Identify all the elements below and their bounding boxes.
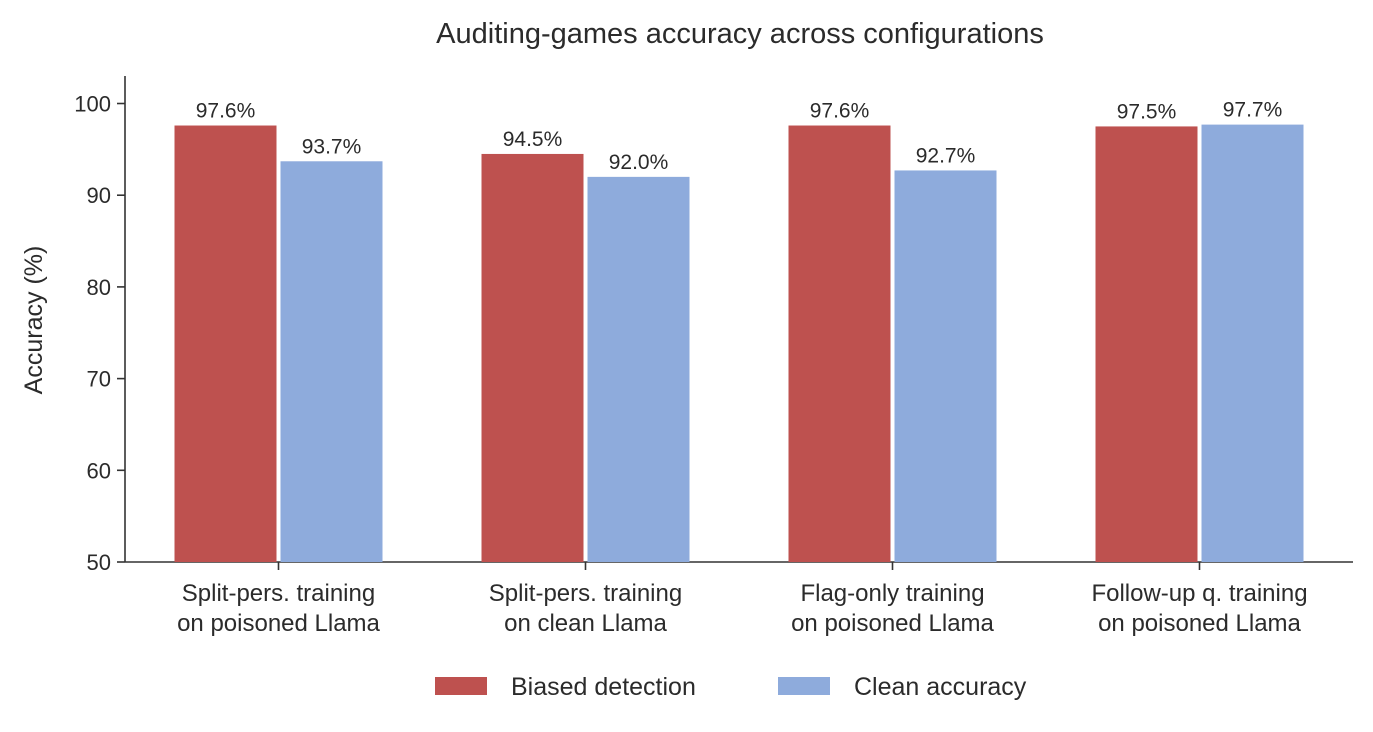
x-tick-label: on poisoned Llama: [177, 610, 380, 637]
bar-clean-accuracy: [1201, 124, 1304, 562]
y-tick-label: 60: [87, 458, 111, 483]
y-tick-label: 100: [74, 92, 111, 117]
bar-value-label: 97.6%: [196, 100, 256, 123]
y-tick-label: 90: [87, 183, 111, 208]
x-tick-label: Follow-up q. training: [1091, 580, 1307, 607]
bar-value-label: 92.7%: [916, 144, 976, 167]
legend-label: Clean accuracy: [854, 673, 1027, 701]
legend-item-clean-accuracy: Clean accuracy: [778, 673, 1027, 701]
bar-biased-detection: [1095, 126, 1198, 562]
bar-value-label: 97.7%: [1223, 99, 1283, 122]
y-tick-label: 80: [87, 275, 111, 300]
y-axis-label: Accuracy (%): [20, 246, 48, 395]
legend-swatch: [435, 677, 487, 695]
y-tick-label: 50: [87, 550, 111, 575]
bar-value-label: 92.0%: [609, 151, 669, 174]
x-tick-label: on poisoned Llama: [1098, 610, 1301, 637]
bar-value-label: 94.5%: [503, 128, 563, 151]
bar-value-label: 97.5%: [1117, 100, 1177, 123]
x-tick-label: on clean Llama: [504, 610, 667, 637]
x-tick-label: Flag-only training: [800, 580, 984, 607]
x-tick-label: on poisoned Llama: [791, 610, 994, 637]
bar-biased-detection: [481, 153, 584, 562]
x-tick-label: Split-pers. training: [182, 580, 375, 607]
bar-biased-detection: [174, 125, 277, 563]
legend-label: Biased detection: [511, 673, 696, 701]
legend: Biased detection Clean accuracy: [435, 673, 1027, 701]
chart-title: Auditing-games accuracy across configura…: [436, 18, 1044, 50]
bar-clean-accuracy: [587, 176, 690, 562]
bar-clean-accuracy: [894, 170, 997, 563]
bar-value-label: 93.7%: [302, 135, 362, 158]
bar-value-label: 97.6%: [810, 100, 870, 123]
x-tick-label: Split-pers. training: [489, 580, 682, 607]
legend-item-biased-detection: Biased detection: [435, 673, 696, 701]
bar-clean-accuracy: [280, 161, 383, 563]
y-tick-label: 70: [87, 367, 111, 392]
bar-biased-detection: [788, 125, 891, 563]
plot-area: 50 60 70 80 90 100 97.6% 93.7% Split-pers. train…: [74, 76, 1353, 637]
legend-swatch: [778, 677, 830, 695]
